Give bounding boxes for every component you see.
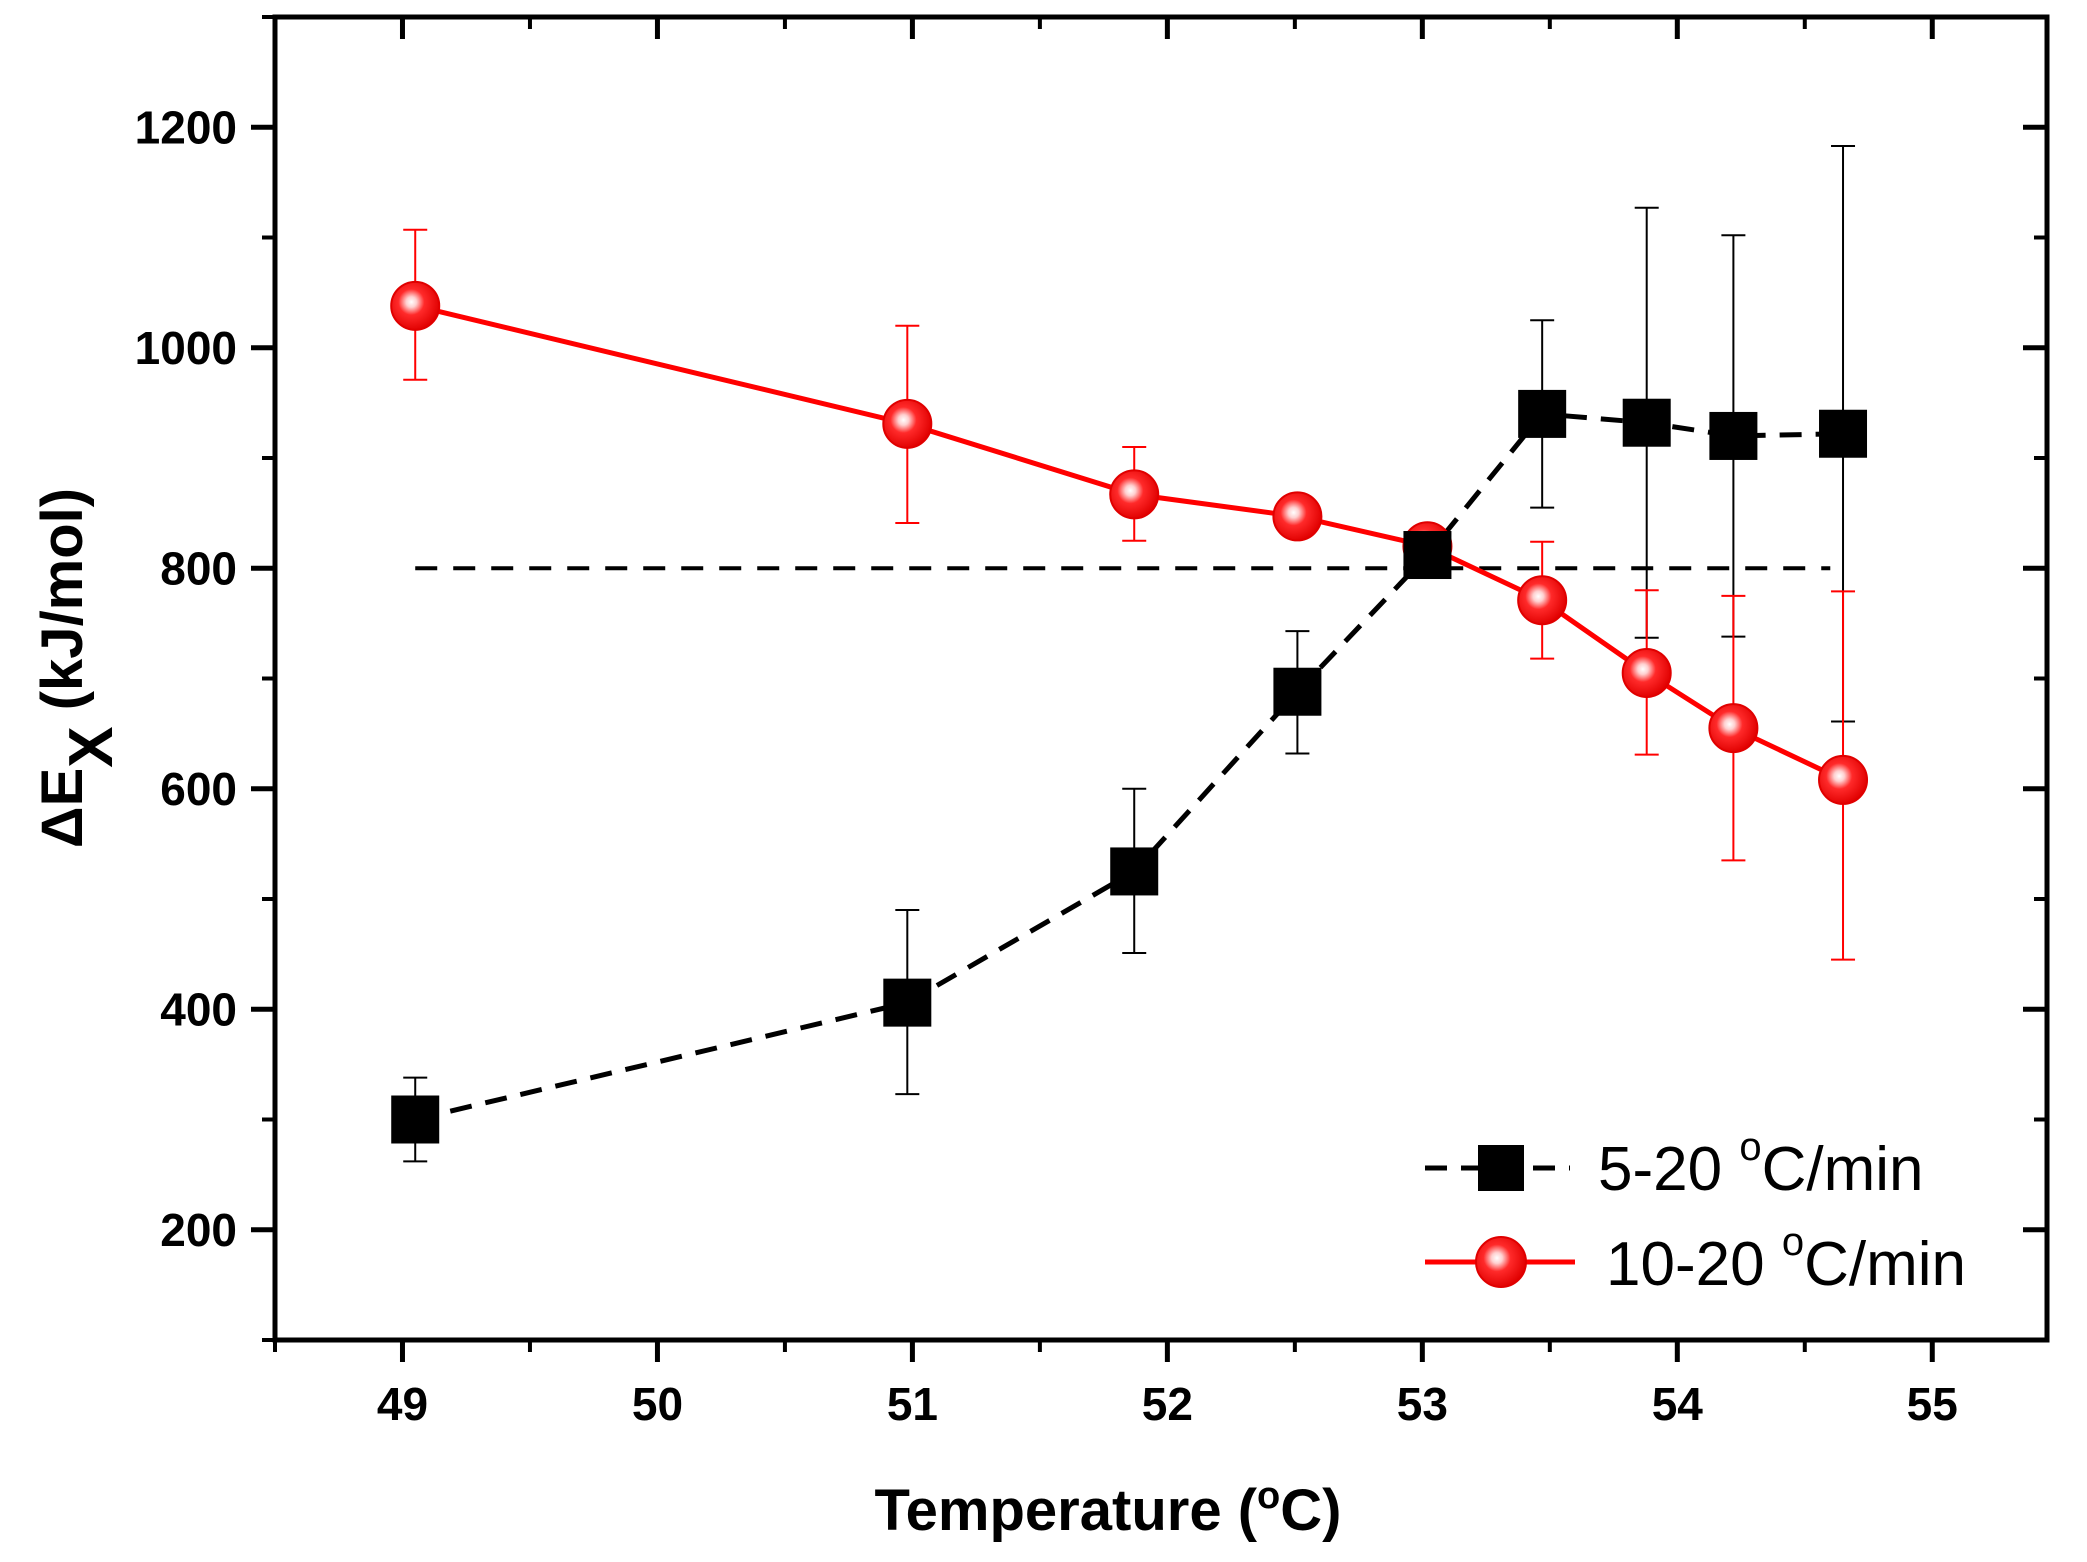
x-tick-label: 55 bbox=[1907, 1378, 1958, 1430]
x-tick-label: 51 bbox=[887, 1378, 938, 1430]
x-axis-title-degree: o bbox=[1257, 1475, 1280, 1517]
marker-circle-p6 bbox=[1517, 575, 1568, 626]
axes-ticks bbox=[251, 15, 2047, 1362]
legend-label-series-2: 10-20 oC/min bbox=[1606, 1220, 1966, 1299]
marker-circle-p8 bbox=[1708, 703, 1759, 754]
y-tick-label: 1200 bbox=[135, 101, 237, 153]
marker-square-p6 bbox=[1518, 389, 1567, 438]
y-axis-title: ΔEX (kJ/mol) bbox=[30, 488, 126, 848]
plot-area-background bbox=[275, 17, 2047, 1340]
x-axis-title-main: Temperature ( bbox=[875, 1478, 1258, 1543]
marker-circle-p1 bbox=[390, 280, 441, 331]
y-tick-label: 400 bbox=[160, 983, 237, 1035]
marker-square-p9 bbox=[1819, 409, 1868, 458]
marker-square-p8 bbox=[1709, 411, 1758, 460]
x-tick-label: 50 bbox=[632, 1378, 683, 1430]
marker-circle-p4 bbox=[1272, 491, 1323, 542]
x-tick-label: 53 bbox=[1397, 1378, 1448, 1430]
marker-square-p2 bbox=[883, 978, 932, 1027]
marker-circle-p3 bbox=[1109, 469, 1160, 520]
marker-square-p1 bbox=[391, 1095, 440, 1144]
plot-frame bbox=[272, 14, 2050, 1343]
legend-label-series-1: 5-20 oC/min bbox=[1598, 1125, 1923, 1204]
y-tick-label: 200 bbox=[160, 1204, 237, 1256]
x-tick-label: 52 bbox=[1142, 1378, 1193, 1430]
x-tick-label: 49 bbox=[377, 1378, 428, 1430]
y-axis-title-delta-e: ΔE bbox=[30, 768, 95, 848]
y-tick-label: 800 bbox=[160, 542, 237, 594]
markers-layer bbox=[390, 280, 1869, 1144]
legend-marker-square bbox=[1478, 1145, 1524, 1191]
x-tick-label: 54 bbox=[1652, 1378, 1704, 1430]
y-tick-label: 600 bbox=[160, 763, 237, 815]
y-tick-label: 1000 bbox=[135, 322, 237, 374]
marker-square-p5 bbox=[1403, 531, 1452, 580]
legend: 5-20 oC/min 10-20 oC/min bbox=[1425, 1125, 1966, 1299]
marker-circle-p2 bbox=[882, 398, 933, 449]
marker-circle-p9 bbox=[1818, 754, 1869, 805]
marker-square-p4 bbox=[1273, 667, 1322, 716]
x-axis-title: Temperature (oC) bbox=[875, 1475, 1342, 1543]
y-axis-title-unit: (kJ/mol) bbox=[30, 488, 95, 727]
x-tick-labels: 49 50 51 52 53 54 55 bbox=[377, 1378, 1958, 1430]
marker-square-p7 bbox=[1622, 398, 1671, 447]
legend-marker-circle bbox=[1475, 1236, 1527, 1288]
x-axis-title-unit: C) bbox=[1280, 1478, 1341, 1543]
y-axis-title-subscript: X bbox=[57, 726, 126, 767]
marker-circle-p7 bbox=[1621, 647, 1672, 698]
y-tick-labels: 200 400 600 800 1000 1200 bbox=[135, 101, 237, 1256]
marker-square-p3 bbox=[1110, 847, 1159, 896]
